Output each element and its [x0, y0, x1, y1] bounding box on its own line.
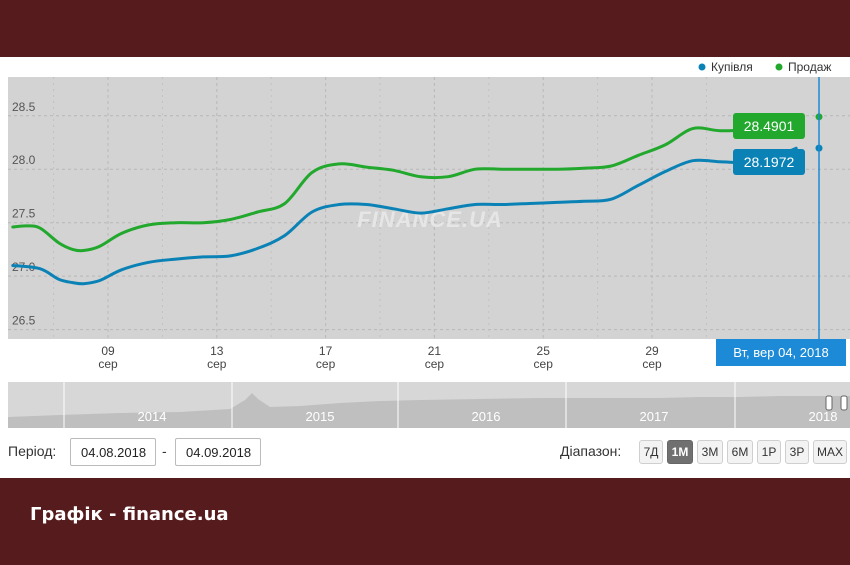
navigator-history-area — [8, 393, 850, 428]
navigator-year-label: 2018 — [809, 409, 838, 424]
sell-value: 28.4901 — [744, 118, 795, 134]
x-tick-label: 17 — [319, 344, 333, 358]
legend-buy-marker — [698, 63, 706, 71]
x-tick-sublabel: сер — [425, 357, 445, 371]
plot-area — [8, 77, 850, 339]
legend-sell-marker — [775, 63, 783, 71]
navigator-year-label: 2016 — [472, 409, 501, 424]
range-max-button[interactable]: MAX — [813, 440, 847, 464]
exchange-rate-chart: FINANCE.UA 26.527.027.528.028.509сер13се… — [8, 60, 850, 428]
x-tick-label: 13 — [210, 344, 224, 358]
range-1m-button[interactable]: 1М — [667, 440, 693, 464]
y-tick-label: 26.5 — [12, 314, 36, 328]
buy-value: 28.1972 — [744, 154, 795, 170]
buy-value-tooltip: 28.1972 — [733, 149, 805, 175]
x-tick-sublabel: сер — [316, 357, 336, 371]
date-tooltip-text: Вт, вер 04, 2018 — [733, 345, 828, 360]
navigator-year-label: 2015 — [306, 409, 335, 424]
range-7d-button[interactable]: 7Д — [639, 440, 663, 464]
navigator-year-label: 2017 — [640, 409, 669, 424]
range-3m-button[interactable]: 3М — [697, 440, 723, 464]
legend-buy-label[interactable]: Купівля — [711, 60, 753, 74]
period-label: Період: — [8, 443, 57, 459]
sell-value-tooltip: 28.4901 — [733, 113, 805, 139]
y-tick-label: 28.5 — [12, 100, 36, 114]
date-to-input[interactable] — [175, 438, 261, 466]
x-tick-sublabel: сер — [98, 357, 118, 371]
range-3y-button[interactable]: 3Р — [785, 440, 809, 464]
navigator[interactable]: 2014 2015 2016 2017 2018 — [8, 382, 850, 428]
x-tick-label: 09 — [101, 344, 115, 358]
date-tooltip: Вт, вер 04, 2018 — [716, 339, 846, 366]
date-from-input[interactable] — [70, 438, 156, 466]
buy-series-line — [11, 146, 798, 286]
x-tick-sublabel: сер — [207, 357, 227, 371]
x-tick-label: 29 — [645, 344, 659, 358]
chart-panel: FINANCE.UA 26.5 27.0 27.5 28.0 28.5 09 сер 13 се… — [0, 57, 850, 478]
legend[interactable]: Купівля Продаж — [698, 60, 832, 74]
range-1y-button[interactable]: 1Р — [757, 440, 781, 464]
y-tick-label: 28.0 — [12, 153, 36, 167]
date-separator: - — [162, 443, 167, 459]
sell-series-line — [11, 115, 798, 253]
navigator-year-label: 2014 — [138, 409, 167, 424]
x-tick-sublabel: сер — [642, 357, 662, 371]
navigator-right-handle[interactable] — [840, 395, 848, 411]
y-tick-label: 27.5 — [12, 207, 36, 221]
range-6m-button[interactable]: 6М — [727, 440, 753, 464]
x-tick-label: 21 — [428, 344, 442, 358]
navigator-left-handle[interactable] — [825, 395, 833, 411]
image-caption: Графік - finance.ua — [30, 504, 229, 525]
grid-lines — [8, 77, 850, 339]
x-tick-label: 25 — [537, 344, 551, 358]
legend-sell-label[interactable]: Продаж — [788, 60, 831, 74]
x-tick-sublabel: сер — [534, 357, 554, 371]
range-label: Діапазон: — [560, 443, 622, 459]
